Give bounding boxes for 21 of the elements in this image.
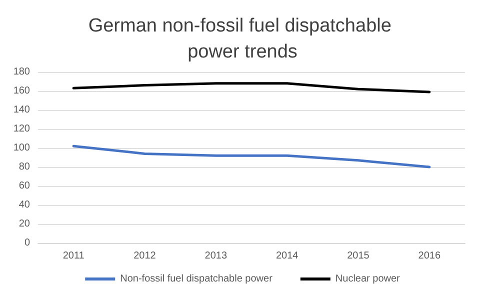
x-tick-label: 2016 <box>418 250 441 262</box>
y-tick-label: 180 <box>13 66 30 78</box>
y-tick-label: 60 <box>18 180 30 192</box>
line-series <box>72 144 431 168</box>
y-tick-label: 160 <box>13 86 30 96</box>
x-tick-label: 2013 <box>204 250 228 262</box>
x-tick-label: 2011 <box>62 250 85 262</box>
y-tick-label: 140 <box>13 104 30 116</box>
x-tick-label: 2014 <box>276 250 299 262</box>
x-tick-label: 2015 <box>347 250 370 262</box>
legend-label: Non-fossil fuel dispatchable power <box>120 274 274 284</box>
y-tick-label: 0 <box>24 238 30 248</box>
legend-label: Nuclear power <box>335 274 401 284</box>
x-tick-label: 2012 <box>134 250 156 262</box>
y-tick-label: 20 <box>18 218 30 230</box>
y-tick-label: 100 <box>13 142 30 154</box>
y-tick-label: 40 <box>18 200 30 210</box>
line-series <box>72 82 431 94</box>
chart-title: German non-fossil fuel dispatchable power trends <box>88 16 397 62</box>
y-tick-label: 120 <box>13 124 30 134</box>
y-tick-label: 80 <box>18 162 30 172</box>
